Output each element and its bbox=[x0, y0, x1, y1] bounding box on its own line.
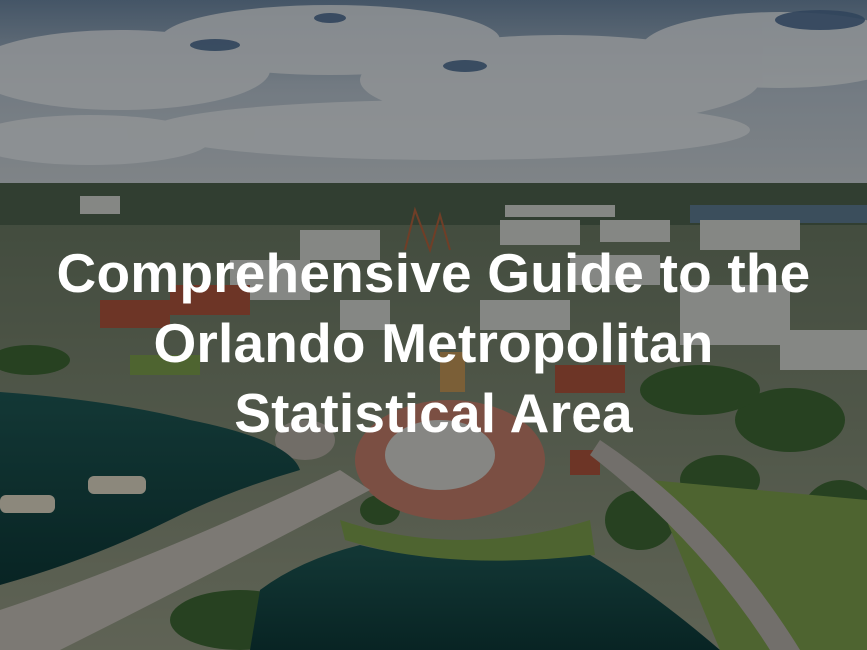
walkway bbox=[590, 440, 800, 650]
title-line-3: Statistical Area bbox=[234, 382, 633, 444]
distant-water bbox=[690, 205, 867, 223]
clouds bbox=[0, 5, 867, 165]
boats bbox=[0, 476, 146, 513]
lagoon-lower bbox=[250, 545, 720, 650]
title-line-2: Orlando Metropolitan bbox=[153, 312, 714, 374]
sky-patches bbox=[190, 10, 865, 72]
lawns bbox=[130, 355, 867, 650]
title-line-1: Comprehensive Guide to the bbox=[56, 242, 811, 304]
plaza bbox=[275, 352, 545, 520]
buildings bbox=[80, 196, 867, 370]
bridge bbox=[0, 470, 370, 650]
lagoon bbox=[0, 392, 300, 585]
coaster bbox=[404, 206, 451, 254]
red-roofs bbox=[100, 285, 625, 475]
page-title: Comprehensive Guide to the Orlando Metro… bbox=[20, 238, 847, 448]
